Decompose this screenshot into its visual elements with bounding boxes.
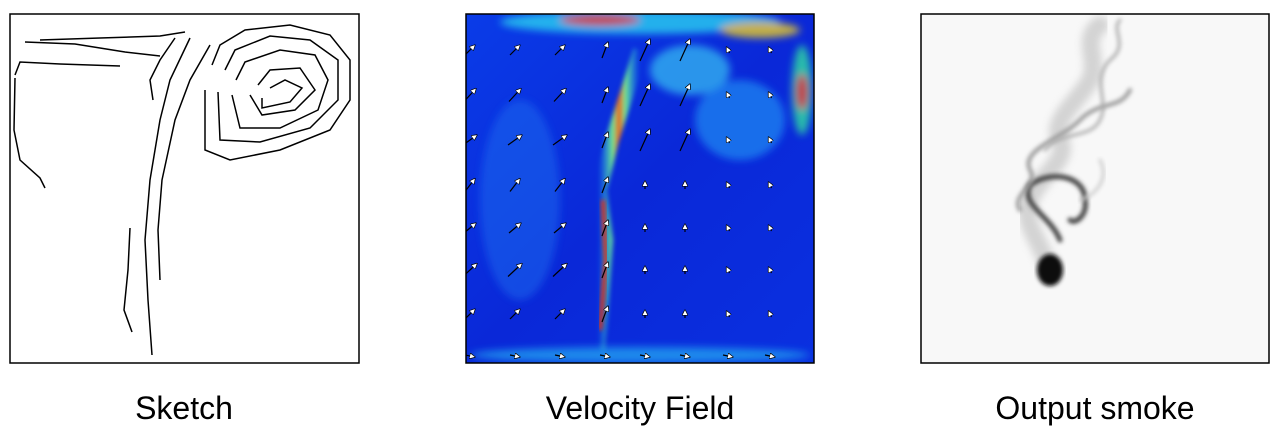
velocity-arrow bbox=[769, 137, 772, 144]
velocity-panel bbox=[465, 13, 815, 364]
velocity-arrow bbox=[466, 264, 477, 275]
velocity-arrow bbox=[722, 355, 733, 357]
velocity-arrow bbox=[508, 223, 521, 234]
velocity-arrow bbox=[639, 39, 650, 62]
velocity-arrow bbox=[466, 223, 476, 233]
velocity-arrow bbox=[601, 42, 608, 59]
velocity-arrow bbox=[727, 137, 730, 144]
velocity-arrow bbox=[639, 129, 650, 152]
panel-caption: Output smoke bbox=[995, 390, 1194, 426]
velocity-arrow bbox=[639, 355, 650, 357]
velocity-arrow bbox=[552, 264, 567, 277]
velocity-arrow bbox=[554, 309, 565, 320]
velocity-arrow bbox=[509, 355, 520, 357]
panel-caption: Velocity Field bbox=[546, 390, 735, 426]
velocity-arrow bbox=[764, 355, 775, 357]
velocity-arrow bbox=[769, 225, 772, 232]
velocity-arrow bbox=[509, 309, 520, 320]
velocity-arrow bbox=[769, 47, 772, 54]
velocity-arrow bbox=[601, 132, 608, 149]
smoke-source bbox=[1037, 254, 1063, 286]
velocity-arrow bbox=[554, 355, 565, 357]
velocity-arrow bbox=[769, 267, 772, 274]
sketch-strokes bbox=[13, 24, 351, 356]
velocity-arrow bbox=[601, 306, 608, 323]
velocity-arrow bbox=[679, 355, 690, 357]
smoke-panel bbox=[920, 13, 1270, 364]
velocity-arrow bbox=[679, 84, 690, 107]
velocity-arrow bbox=[727, 225, 730, 232]
velocity-arrow bbox=[509, 179, 520, 192]
velocity-arrow bbox=[769, 182, 772, 189]
velocity-arrow bbox=[601, 87, 608, 104]
velocity-arrow bbox=[554, 179, 565, 192]
velocity-arrow bbox=[466, 89, 476, 101]
velocity-arrow bbox=[601, 220, 608, 237]
smoke-plume bbox=[1016, 16, 1132, 279]
velocity-arrow bbox=[727, 182, 730, 189]
velocity-arrow bbox=[599, 355, 610, 357]
velocity-arrow bbox=[553, 89, 566, 102]
velocity-arrow bbox=[508, 89, 521, 102]
velocity-arrow bbox=[639, 84, 650, 107]
velocity-arrow bbox=[507, 264, 522, 277]
velocity-arrow bbox=[769, 92, 772, 99]
velocity-arrow bbox=[727, 311, 730, 318]
panel-caption: Sketch bbox=[135, 390, 233, 426]
velocity-arrow bbox=[769, 311, 772, 318]
velocity-arrow bbox=[727, 267, 730, 274]
velocity-arrow bbox=[509, 45, 520, 56]
velocity-arrow bbox=[727, 92, 730, 99]
velocity-arrow bbox=[553, 223, 566, 234]
velocity-arrow bbox=[466, 135, 477, 144]
velocity-arrow bbox=[679, 39, 690, 62]
velocity-arrow bbox=[601, 177, 608, 194]
velocity-arrow bbox=[601, 262, 608, 279]
velocity-arrow bbox=[507, 135, 522, 146]
velocity-arrow bbox=[554, 45, 565, 56]
sketch-panel bbox=[9, 13, 360, 364]
velocity-arrow bbox=[552, 135, 567, 146]
velocity-arrow bbox=[679, 129, 690, 152]
velocity-arrow bbox=[727, 47, 730, 54]
